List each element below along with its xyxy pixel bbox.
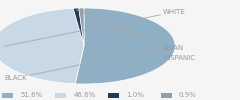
- FancyBboxPatch shape: [55, 92, 66, 98]
- Wedge shape: [75, 8, 175, 84]
- Text: 46.6%: 46.6%: [73, 92, 96, 98]
- Text: HISPANIC: HISPANIC: [82, 10, 195, 61]
- Wedge shape: [79, 8, 84, 46]
- Wedge shape: [73, 8, 84, 46]
- FancyBboxPatch shape: [108, 92, 119, 98]
- Text: 1.0%: 1.0%: [126, 92, 144, 98]
- FancyBboxPatch shape: [2, 92, 13, 98]
- Text: 51.6%: 51.6%: [20, 92, 43, 98]
- Text: 0.9%: 0.9%: [179, 92, 197, 98]
- FancyBboxPatch shape: [161, 92, 172, 98]
- Text: WHITE: WHITE: [4, 9, 186, 46]
- Wedge shape: [0, 8, 84, 84]
- Text: ASIAN: ASIAN: [76, 10, 184, 51]
- Text: BLACK: BLACK: [5, 48, 164, 81]
